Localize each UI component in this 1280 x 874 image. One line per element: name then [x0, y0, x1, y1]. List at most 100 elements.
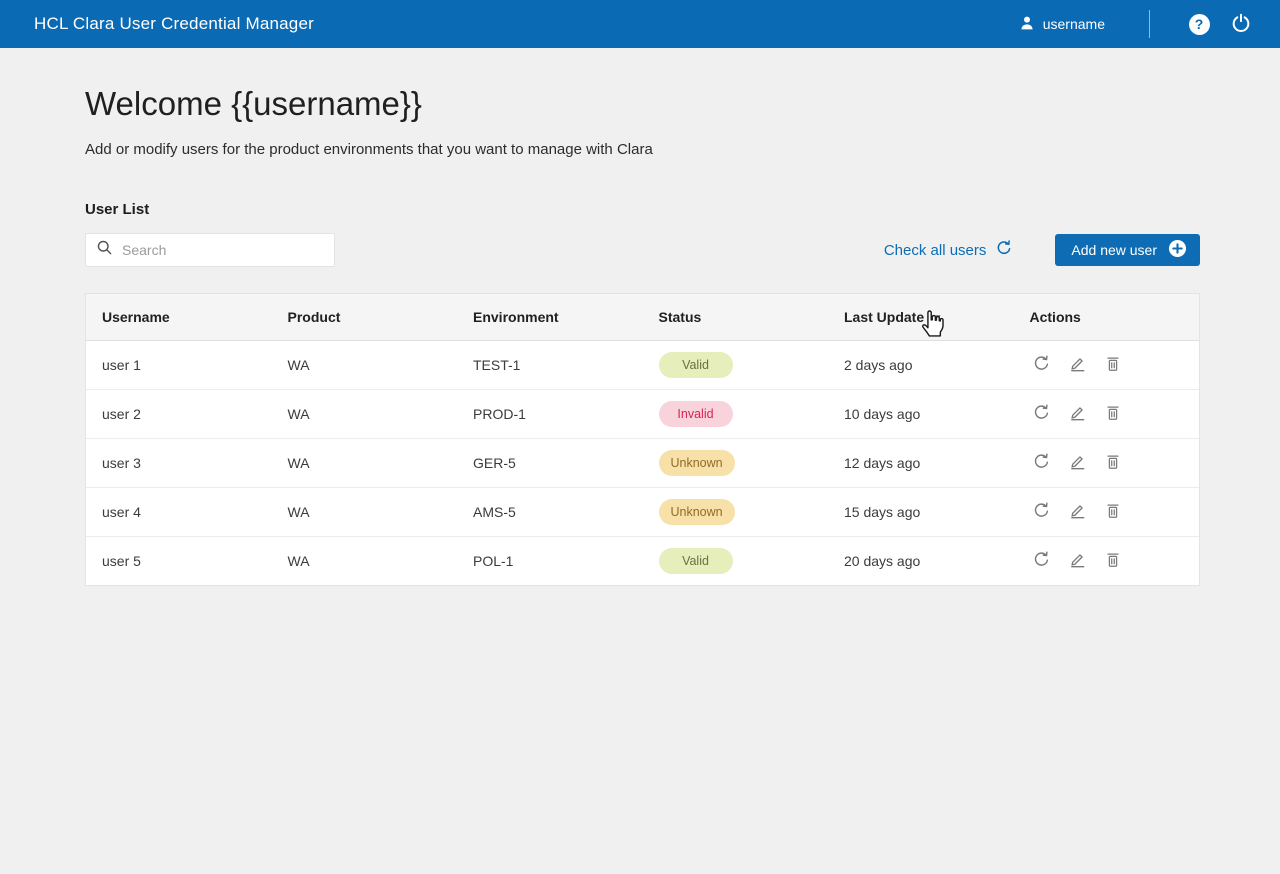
refresh-user-button[interactable]	[1030, 401, 1053, 427]
add-new-user-label: Add new user	[1071, 242, 1157, 258]
refresh-icon	[1032, 501, 1051, 523]
refresh-user-button[interactable]	[1030, 352, 1053, 378]
cell-last-update: 10 days ago	[828, 389, 1014, 439]
status-badge: Unknown	[658, 449, 735, 476]
cell-environment: AMS-5	[457, 487, 643, 537]
add-new-user-button[interactable]: Add new user	[1055, 234, 1200, 266]
cell-actions	[1013, 487, 1199, 537]
cell-product: WA	[271, 340, 457, 390]
search-box[interactable]	[85, 233, 335, 267]
table-body: user 1 WA TEST-1 Valid 2 days ago	[86, 340, 1199, 585]
cell-environment: PROD-1	[457, 389, 643, 439]
refresh-icon	[1032, 550, 1051, 572]
column-header-product[interactable]: Product	[271, 294, 457, 341]
trash-icon	[1104, 501, 1122, 523]
column-header-username[interactable]: Username	[86, 294, 272, 341]
table-header-row: Username Product Environment Status Last…	[86, 294, 1199, 341]
cell-status: Unknown	[642, 487, 828, 537]
trash-icon	[1104, 354, 1122, 376]
cell-last-update: 15 days ago	[828, 487, 1014, 537]
edit-icon	[1068, 354, 1087, 376]
cell-product: WA	[271, 487, 457, 537]
trash-icon	[1104, 403, 1122, 425]
cell-actions	[1013, 438, 1199, 488]
refresh-icon	[1032, 403, 1051, 425]
cell-status: Valid	[642, 536, 828, 585]
page-title: Welcome {{username}}	[85, 85, 422, 122]
cell-actions	[1013, 536, 1199, 585]
table-row: user 2 WA PROD-1 Invalid 10 days ago	[86, 389, 1199, 439]
help-button[interactable]: ?	[1182, 7, 1216, 41]
table-row: user 5 WA POL-1 Valid 20 days ago	[86, 536, 1199, 585]
delete-user-button[interactable]	[1102, 548, 1124, 574]
user-table: Username Product Environment Status Last…	[85, 293, 1200, 586]
sort-descending-icon[interactable]: ▼	[934, 312, 943, 322]
list-controls: Check all users Add new user	[85, 233, 1200, 267]
cell-username: user 2	[86, 389, 272, 439]
user-icon	[1018, 14, 1036, 35]
cell-username: user 3	[86, 438, 272, 488]
delete-user-button[interactable]	[1102, 401, 1124, 427]
cell-product: WA	[271, 389, 457, 439]
refresh-icon	[1032, 452, 1051, 474]
logout-button[interactable]	[1224, 7, 1258, 41]
cell-environment: POL-1	[457, 536, 643, 585]
username-label: username	[1042, 16, 1105, 32]
refresh-user-button[interactable]	[1030, 450, 1053, 476]
refresh-user-button[interactable]	[1030, 548, 1053, 574]
refresh-icon	[1032, 354, 1051, 376]
cell-username: user 5	[86, 536, 272, 585]
table-row: user 3 WA GER-5 Unknown 12 days ago	[86, 438, 1199, 488]
delete-user-button[interactable]	[1102, 450, 1124, 476]
cell-last-update: 20 days ago	[828, 536, 1014, 585]
edit-user-button[interactable]	[1066, 548, 1089, 574]
edit-icon	[1068, 501, 1087, 523]
edit-user-button[interactable]	[1066, 352, 1089, 378]
column-header-status[interactable]: Status	[642, 294, 828, 341]
status-badge: Invalid	[658, 400, 733, 427]
cell-actions	[1013, 389, 1199, 439]
main-content: Welcome {{username}} Add or modify users…	[85, 85, 1200, 586]
controls-right: Check all users Add new user	[884, 234, 1200, 266]
check-all-users-label: Check all users	[883, 241, 987, 259]
table-row: user 1 WA TEST-1 Valid 2 days ago	[86, 340, 1199, 390]
user-menu[interactable]: username	[1018, 14, 1105, 35]
delete-user-button[interactable]	[1102, 499, 1124, 525]
status-badge: Valid	[658, 547, 733, 574]
column-header-last-update[interactable]: Last Update ▼	[828, 294, 1014, 341]
refresh-user-button[interactable]	[1030, 499, 1053, 525]
cell-environment: GER-5	[457, 438, 643, 488]
edit-icon	[1068, 550, 1087, 572]
status-badge: Unknown	[658, 498, 735, 525]
cell-status: Unknown	[642, 438, 828, 488]
edit-icon	[1068, 403, 1087, 425]
refresh-icon	[995, 239, 1013, 261]
cell-username: user 1	[86, 340, 272, 390]
app-bar: HCL Clara User Credential Manager userna…	[0, 0, 1280, 48]
cell-environment: TEST-1	[457, 340, 643, 390]
column-header-actions: Actions	[1013, 294, 1199, 341]
trash-icon	[1104, 452, 1122, 474]
page-subtitle: Add or modify users for the product envi…	[85, 141, 653, 158]
search-input[interactable]	[122, 242, 324, 258]
trash-icon	[1104, 550, 1122, 572]
check-all-users-link[interactable]: Check all users	[884, 239, 1014, 261]
app-title: HCL Clara User Credential Manager	[34, 14, 314, 33]
edit-user-button[interactable]	[1066, 401, 1089, 427]
cell-last-update: 2 days ago	[828, 340, 1014, 390]
cell-status: Valid	[642, 340, 828, 390]
cell-product: WA	[271, 536, 457, 585]
cell-username: user 4	[86, 487, 272, 537]
edit-user-button[interactable]	[1066, 499, 1089, 525]
column-header-environment[interactable]: Environment	[457, 294, 643, 341]
delete-user-button[interactable]	[1102, 352, 1124, 378]
edit-user-button[interactable]	[1066, 450, 1089, 476]
search-icon	[96, 239, 113, 261]
user-list-heading: User List	[85, 201, 150, 218]
status-badge: Valid	[658, 351, 733, 378]
cell-actions	[1013, 340, 1199, 390]
cell-status: Invalid	[642, 389, 828, 439]
edit-icon	[1068, 452, 1087, 474]
help-icon: ?	[1188, 13, 1210, 35]
column-header-last-update-label: Last Update	[844, 308, 925, 325]
